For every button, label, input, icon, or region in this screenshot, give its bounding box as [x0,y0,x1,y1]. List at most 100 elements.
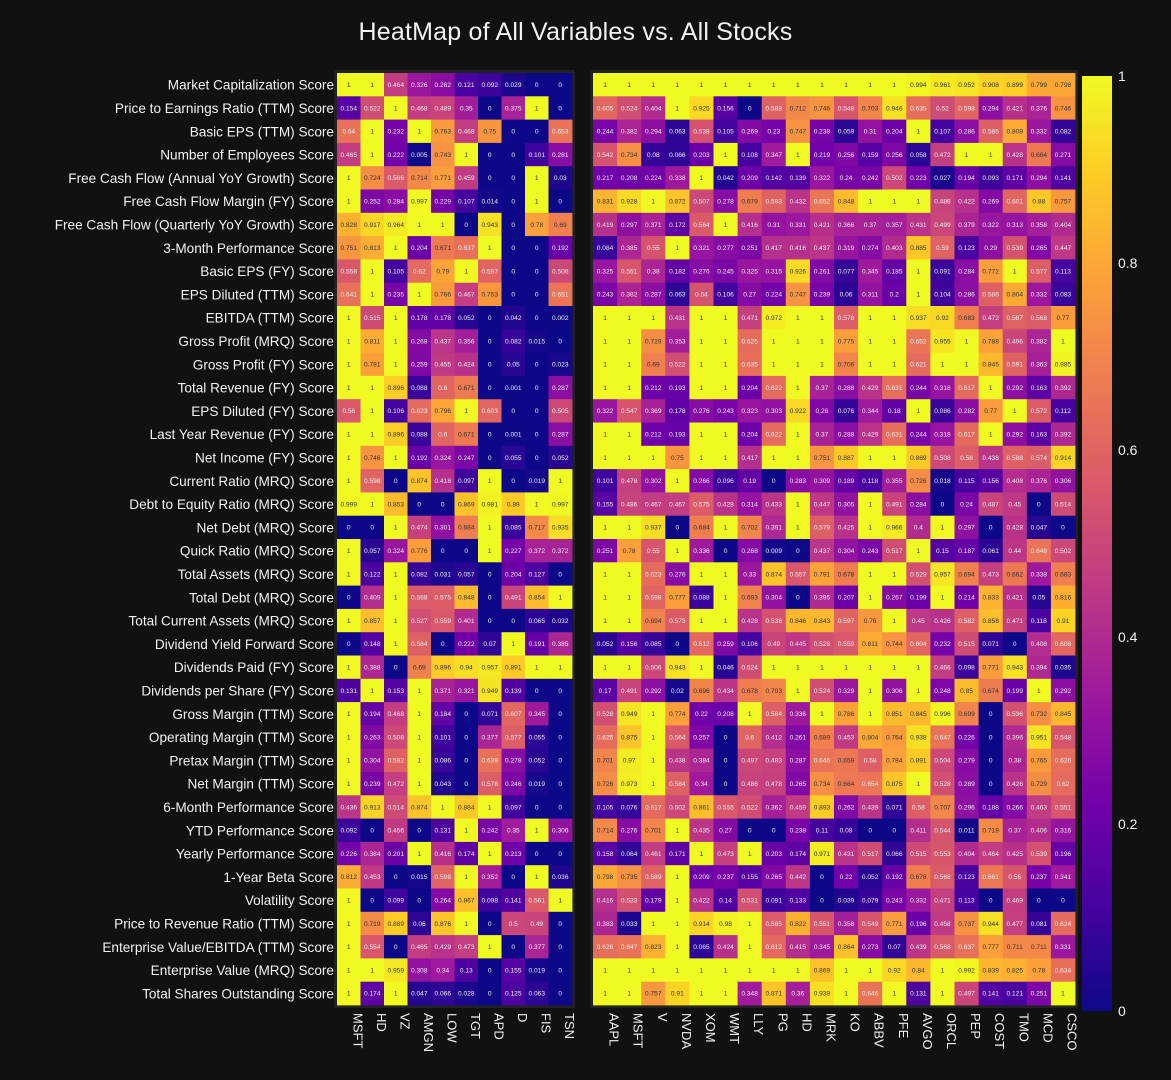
cell-value-label: 0.104 [934,292,951,299]
heatmap-cell [1002,981,1028,1006]
cell-value-label: 0.18 [888,408,901,415]
cell-value-label: 1 [417,711,421,718]
cell-value-label: 0.732 [1031,711,1048,718]
heatmap-cell [384,212,408,237]
cell-value-label: 1 [868,362,872,369]
cell-value-label: 0 [370,525,374,532]
cell-value-label: 0.693 [741,595,758,602]
heatmap-cell [785,678,811,703]
cell-value-label: 0.585 [982,129,999,136]
heatmap-cell [593,958,618,983]
cell-value-label: 0 [488,315,492,322]
cell-value-label: 0 [748,105,752,112]
heatmap-cell [834,422,859,447]
cell-value-label: 0.19 [743,478,756,485]
heatmap-cell [454,445,479,470]
heatmap-cell [713,375,738,400]
cell-value-label: 0 [820,897,824,904]
cell-value-label: 0.726 [597,781,614,788]
cell-value-label: 0 [511,129,515,136]
heatmap-cell [761,119,787,144]
cell-value-label: 0.816 [1055,595,1072,602]
cell-value-label: 1 [511,641,515,648]
colorbar-tick-label: 0.6 [1118,442,1138,458]
heatmap-cell [454,236,479,260]
cell-value-label: 0.678 [741,688,758,695]
heatmap-cell [785,702,811,726]
cell-value-label: 1 [868,711,872,718]
heatmap-cell [809,585,835,610]
heatmap-cell [713,73,738,97]
cell-value-label: 0 [511,478,515,485]
heatmap-cell [906,96,931,120]
cell-value-label: 0.246 [505,781,522,788]
heatmap-cell [525,282,549,307]
heatmap-cell [954,865,979,889]
heatmap-cell [360,515,385,540]
heatmap-cell [737,492,763,517]
cell-value-label: 0.564 [669,734,686,741]
colorbar-tick-label: 0.8 [1118,255,1138,271]
cell-value-label: 0.097 [505,804,522,811]
heatmap-cell [689,375,714,400]
cell-value-label: 0.321 [458,688,475,695]
cell-value-label: 0.549 [862,921,879,928]
cell-value-label: 0.191 [528,641,545,648]
heatmap-cell [761,306,787,330]
cell-value-label: 0 [558,967,562,974]
heatmap-cell [641,73,666,97]
cell-value-label: 0 [347,525,351,532]
heatmap-cell [809,259,835,284]
heatmap-cell [954,142,979,167]
heatmap-cell [954,795,979,819]
heatmap-cell [954,702,979,726]
heatmap-cell [501,608,526,633]
cell-value-label: 1 [892,664,896,671]
cell-value-label: 0.469 [1006,897,1023,904]
heatmap-cell [713,445,738,470]
cell-value-label: 0.853 [387,501,404,508]
cell-value-label: 0 [676,525,680,532]
cell-value-label: 0.417 [741,455,758,462]
cell-value-label: 1 [796,362,800,369]
heatmap-cell [641,399,666,423]
heatmap-cell [930,375,955,400]
cell-value-label: 0.204 [886,129,903,136]
heatmap-cell [431,772,455,796]
cell-value-label: 1 [651,734,655,741]
cell-value-label: 0.44 [1008,548,1021,555]
heatmap-cell [978,282,1004,307]
heatmap-cell [713,795,738,819]
cell-value-label: 0.286 [958,292,975,299]
cell-value-label: 0.371 [645,222,662,229]
heatmap-cell [930,119,955,144]
heatmap-cell [978,96,1004,120]
cell-value-label: 1 [417,781,421,788]
heatmap-cell [737,539,763,563]
heatmap-cell [906,119,931,144]
heatmap-cell [454,702,479,726]
cell-value-label: 1 [868,82,872,89]
cell-value-label: 0 [558,711,562,718]
heatmap-cell [641,422,666,447]
heatmap-cell [337,166,361,190]
heatmap-cell [454,725,479,750]
cell-value-label: 0 [441,548,445,555]
cell-value-label: 0.088 [411,385,428,392]
heatmap-cell [882,841,907,866]
heatmap-cell [384,585,408,610]
heatmap-cell [360,608,385,633]
cell-value-label: 1 [700,385,704,392]
cell-value-label: 0.724 [364,175,381,182]
heatmap-cell [548,818,573,843]
heatmap-cell [1050,445,1076,470]
heatmap-cell [906,469,931,493]
heatmap-cell [593,492,618,517]
cell-value-label: 1 [370,82,374,89]
heatmap-cell [809,935,835,959]
cell-value-label: 0.621 [910,362,927,369]
cell-value-label: 0.788 [982,338,999,345]
cell-value-label: 0.913 [364,804,381,811]
cell-value-label: 0.524 [814,688,831,695]
heatmap-cell [954,189,979,214]
